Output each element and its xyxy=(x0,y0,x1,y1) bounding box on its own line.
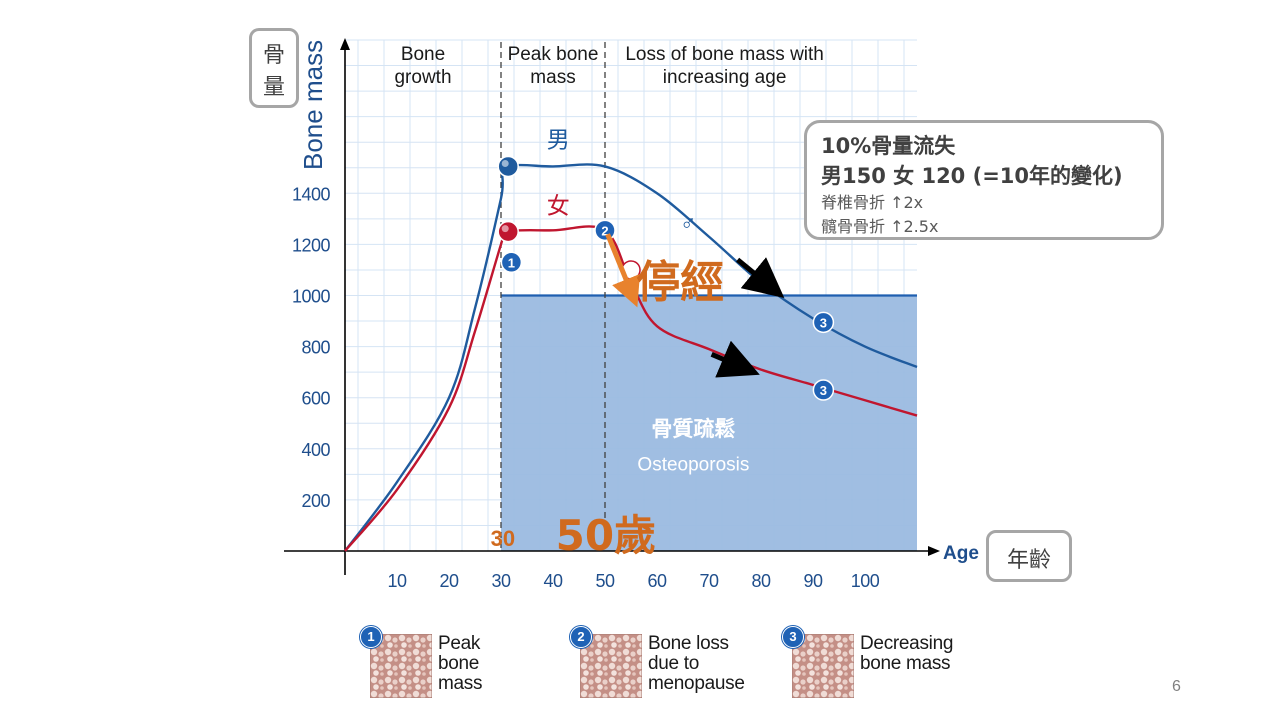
bone-texture-porous-icon xyxy=(792,634,854,698)
male-symbol-icon: ♂ xyxy=(680,210,697,235)
series-line xyxy=(344,163,918,552)
osteoporosis-en-label: Osteoporosis xyxy=(637,455,749,476)
male-decline-arrow-icon xyxy=(736,257,785,299)
series-line xyxy=(344,225,918,552)
phase-header-line-2: mass xyxy=(530,67,575,88)
menopause-label: 停經 xyxy=(636,257,724,308)
legend-label: Decreasing bone mass xyxy=(860,633,954,674)
y-tick-label: 800 xyxy=(301,338,330,358)
x-tick-label: 70 xyxy=(699,571,719,591)
y-tick-label: 1400 xyxy=(292,184,331,204)
x-tick-label: 50 xyxy=(595,571,615,591)
phase-header-line-1: Loss of bone mass with xyxy=(625,44,824,65)
x-axis-cn-label: 年齡 xyxy=(1006,548,1051,573)
x-axis-cn-label-box: 年齡 xyxy=(986,530,1072,582)
legend-number-badge: 1 xyxy=(360,626,382,648)
legend-label: Bone loss due to menopause xyxy=(648,633,745,694)
x-tick-label: 80 xyxy=(751,571,771,591)
legend-number-badge: 3 xyxy=(782,626,804,648)
menopause-drop-arrow-icon xyxy=(605,233,640,308)
bone-texture-menopause-icon xyxy=(580,634,642,698)
numbered-point-badge xyxy=(500,251,523,274)
y-axis-cn-char-1: 骨 xyxy=(262,43,285,68)
phase-header-line-1: Peak bone xyxy=(508,44,599,65)
numbered-point-label: 3 xyxy=(820,315,827,330)
y-axis-cn-label-box: 骨 量 xyxy=(249,28,299,108)
osteoporosis-cn-label: 骨質疏鬆 xyxy=(651,417,735,441)
x-tick-label: 20 xyxy=(439,571,459,591)
y-tick-label: 1200 xyxy=(292,235,331,255)
info-line-1: 10%骨量流失 xyxy=(821,134,956,158)
x-tick-label: 40 xyxy=(543,571,563,591)
info-line-4: 髖骨骨折 ↑2.5x xyxy=(821,217,939,236)
peak-marker-highlight xyxy=(501,159,509,167)
x-tick-label: 60 xyxy=(647,571,667,591)
male-series-label: 男 xyxy=(547,127,570,153)
info-line-3: 脊椎骨折 ↑2x xyxy=(821,193,924,212)
numbered-point-label: 3 xyxy=(820,383,827,398)
female-series-label: 女 xyxy=(547,194,570,220)
x-tick-label: 10 xyxy=(387,571,407,591)
numbered-point-label: 1 xyxy=(508,255,515,270)
numbered-point-badge xyxy=(812,311,835,334)
info-box: 10%骨量流失 男150 女 120 (=10年的變化) 脊椎骨折 ↑2x 髖骨… xyxy=(804,120,1164,240)
phase-header-line-2: increasing age xyxy=(663,67,787,88)
y-tick-label: 400 xyxy=(301,440,330,460)
peak-marker xyxy=(497,155,519,178)
peak-marker xyxy=(497,220,519,243)
y-axis-title: Bone mass xyxy=(298,40,328,170)
x-axis-arrow-icon xyxy=(928,546,940,556)
legend-label: Peak bone mass xyxy=(438,633,483,694)
x-tick-label: 100 xyxy=(851,571,880,591)
x-axis-title: Age xyxy=(943,543,979,564)
numbered-point-label: 2 xyxy=(601,223,608,238)
x-tick-label: 90 xyxy=(803,571,823,591)
age-50-label: 50歲 xyxy=(556,511,656,560)
info-line-2: 男150 女 120 (=10年的變化) xyxy=(821,164,1123,188)
y-axis-cn-char-2: 量 xyxy=(262,75,285,100)
peak-marker-highlight xyxy=(501,225,509,233)
legend-number-badge: 2 xyxy=(570,626,592,648)
x-tick-label: 30 xyxy=(491,571,511,591)
phase-header-line-1: Bone xyxy=(401,44,445,65)
bone-texture-dense-icon xyxy=(370,634,432,698)
y-tick-label: 600 xyxy=(301,389,330,409)
female-decline-arrow-icon xyxy=(710,340,760,378)
y-tick-label: 200 xyxy=(301,491,330,511)
page-number: 6 xyxy=(1172,678,1181,695)
y-tick-label: 1000 xyxy=(292,287,331,307)
age-30-label: 30 xyxy=(491,526,515,551)
y-axis-arrow-icon xyxy=(340,38,350,50)
phase-header-line-2: growth xyxy=(394,67,451,88)
numbered-point-badge xyxy=(812,379,835,401)
